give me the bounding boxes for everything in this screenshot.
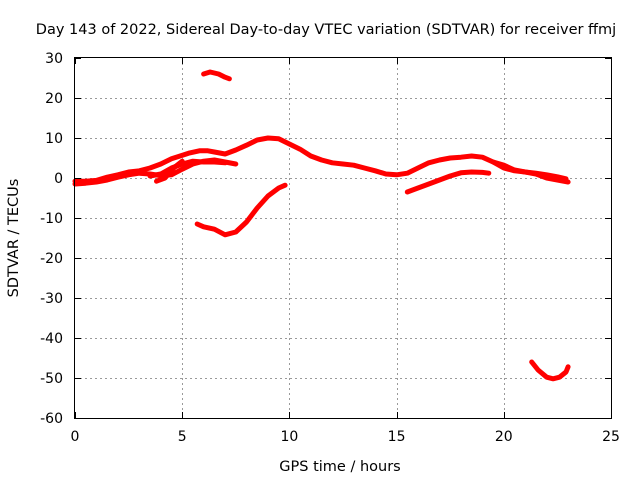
plot-frame xyxy=(74,57,612,419)
y-tick-label: 20 xyxy=(45,91,63,107)
series-arc-4 xyxy=(154,158,185,184)
y-tick-label: 30 xyxy=(45,51,63,67)
x-tick-label: 10 xyxy=(280,429,298,445)
chart-title: Day 143 of 2022, Sidereal Day-to-day VTE… xyxy=(36,22,616,38)
x-axis-label: GPS time / hours xyxy=(279,459,400,475)
x-tick-label: 5 xyxy=(178,429,187,445)
series-arc-1 xyxy=(72,135,569,184)
y-tick-label: -40 xyxy=(40,331,63,347)
axes xyxy=(74,57,612,419)
y-tick-label: -50 xyxy=(40,371,63,387)
y-tick-label: 10 xyxy=(45,131,63,147)
series-arc-9 xyxy=(529,359,571,382)
y-axis-label: SDTVAR / TECUs xyxy=(6,179,22,298)
tick-labels: 0 5 10 15 20 25 -60 -50 -40 -30 -20 -10 0 10 20 30 xyxy=(40,51,620,445)
x-tick-label: 25 xyxy=(602,429,620,445)
series-arc-8 xyxy=(201,69,232,82)
y-tick-label: -10 xyxy=(40,211,63,227)
series-arc-7 xyxy=(194,182,288,238)
grid xyxy=(75,58,611,418)
series-arc-6 xyxy=(490,159,571,185)
y-tick-label: -20 xyxy=(40,251,63,267)
series-group xyxy=(72,69,571,382)
x-tick-label: 20 xyxy=(495,429,513,445)
y-tick-label: 0 xyxy=(54,171,63,187)
x-tick-label: 15 xyxy=(388,429,406,445)
x-tick-label: 0 xyxy=(71,429,80,445)
y-tick-label: -30 xyxy=(40,291,63,307)
series-arc-3 xyxy=(147,158,228,179)
series-arc-5 xyxy=(404,169,492,195)
y-tick-label: -60 xyxy=(40,411,63,427)
